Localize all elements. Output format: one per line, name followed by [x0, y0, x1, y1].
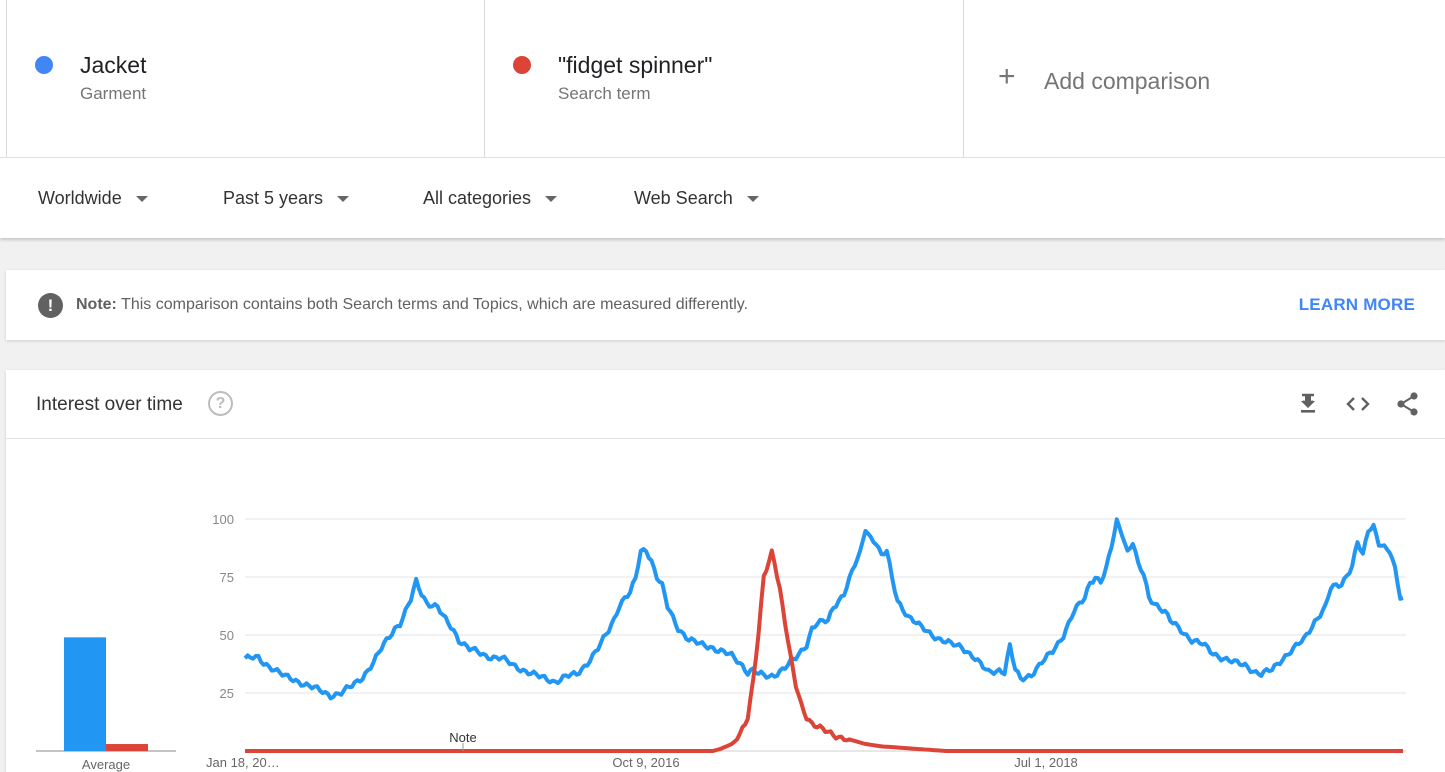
- time-range-dropdown[interactable]: Past 5 years: [223, 188, 350, 209]
- interest-over-time-card: Interest over time ? Average 25 50 75 100 Ja…: [6, 370, 1445, 772]
- average-bar-fidget-spinner: [106, 744, 148, 751]
- y-tick-label: 75: [220, 570, 234, 585]
- note-label: Note:: [76, 296, 117, 313]
- series-color-dot: [513, 56, 531, 74]
- series-color-dot: [35, 56, 53, 74]
- region-dropdown[interactable]: Worldwide: [38, 188, 148, 209]
- chevron-down-icon: [337, 195, 350, 202]
- x-tick-label: Oct 9, 2016: [612, 755, 679, 770]
- chevron-down-icon: [135, 195, 148, 202]
- search-property-dropdown[interactable]: Web Search: [634, 188, 759, 209]
- alert-icon: !: [38, 293, 63, 318]
- comparison-bar: Jacket Garment "fidget spinner" Search t…: [0, 0, 1445, 157]
- card-title: Interest over time: [36, 394, 183, 415]
- note-message: This comparison contains both Search ter…: [121, 296, 749, 313]
- note-text: Note: This comparison contains both Sear…: [76, 296, 748, 314]
- series-line-fidget-spinner: [245, 548, 1403, 753]
- region-value: Worldwide: [38, 188, 122, 208]
- average-bar-jacket: [64, 637, 106, 751]
- x-tick-label: Jul 1, 2018: [1014, 755, 1078, 770]
- filter-bar: Worldwide Past 5 years All categories We…: [0, 157, 1445, 238]
- series-line-jacket: [243, 517, 1404, 701]
- interest-chart: Average 25 50 75 100 Jan 18, 20… Oct 9, 2016 J…: [36, 512, 1406, 772]
- share-icon[interactable]: [1394, 390, 1422, 418]
- chevron-down-icon: [545, 195, 558, 202]
- term-fidget-spinner[interactable]: "fidget spinner" Search term: [485, 0, 964, 157]
- time-range-value: Past 5 years: [223, 188, 324, 208]
- term-name: Jacket: [80, 52, 147, 78]
- average-label: Average: [82, 757, 130, 772]
- category-dropdown[interactable]: All categories: [423, 188, 558, 209]
- card-header: Interest over time ?: [6, 370, 1445, 439]
- term-type: Garment: [80, 84, 147, 103]
- note-banner: ! Note: This comparison contains both Se…: [6, 270, 1445, 340]
- y-tick-label: 100: [212, 512, 234, 527]
- term-name: "fidget spinner": [558, 52, 713, 78]
- category-value: All categories: [423, 188, 532, 208]
- add-comparison-button[interactable]: + Add comparison: [964, 0, 1445, 157]
- embed-icon[interactable]: [1344, 390, 1372, 418]
- add-comparison-label: Add comparison: [1044, 68, 1211, 94]
- term-type: Search term: [558, 84, 651, 103]
- x-tick-label: Jan 18, 20…: [206, 755, 280, 770]
- plus-icon: +: [998, 60, 1016, 93]
- chevron-down-icon: [746, 195, 759, 202]
- download-icon[interactable]: [1294, 390, 1322, 418]
- search-property-value: Web Search: [634, 188, 733, 208]
- term-jacket[interactable]: Jacket Garment: [6, 0, 485, 157]
- chart-annotation: Note: [449, 730, 476, 745]
- y-tick-label: 25: [220, 686, 234, 701]
- y-tick-label: 50: [220, 628, 234, 643]
- help-icon[interactable]: ?: [208, 391, 233, 416]
- learn-more-link[interactable]: LEARN MORE: [1298, 295, 1415, 314]
